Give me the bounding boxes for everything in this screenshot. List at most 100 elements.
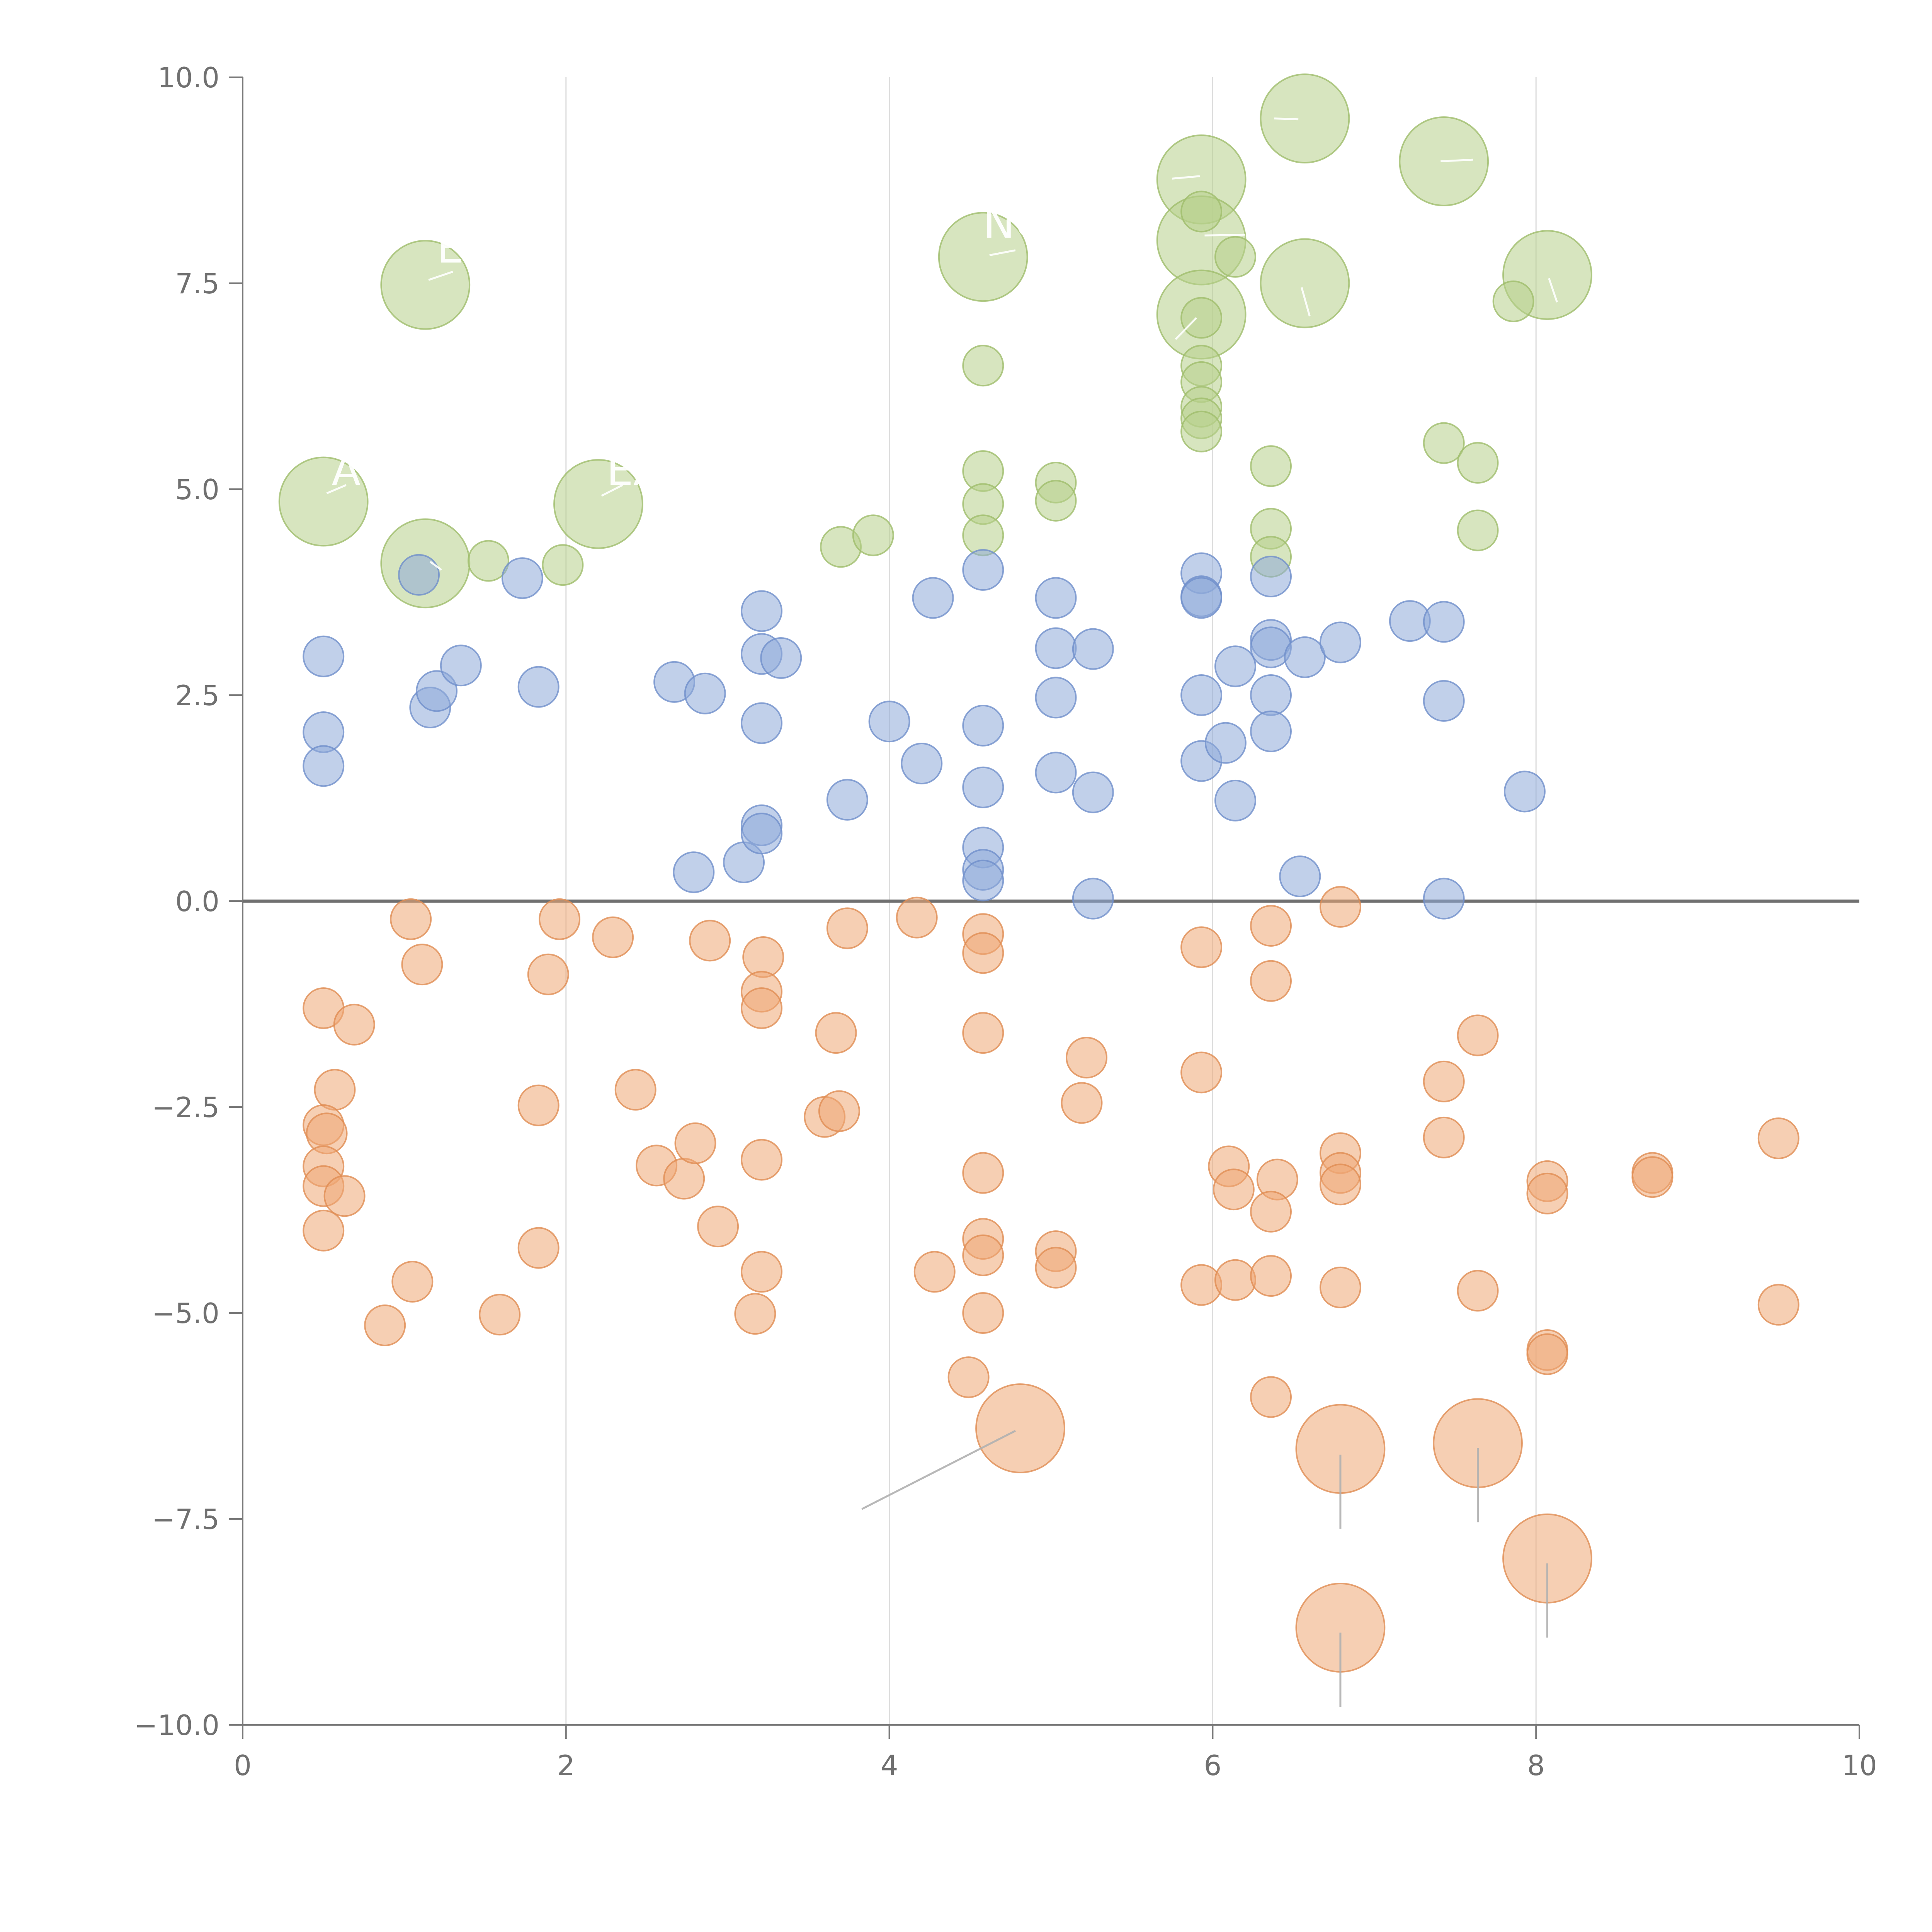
bubble-blue xyxy=(962,766,1004,808)
leader-line-white xyxy=(326,484,347,494)
bubble-blue xyxy=(517,666,560,708)
bubble-blue xyxy=(1423,601,1465,643)
bubble-blue xyxy=(684,672,726,714)
bubble-blue xyxy=(760,637,802,679)
bubble-label: NC xyxy=(983,199,1044,248)
bubble-orange xyxy=(741,987,783,1029)
leader-line-white xyxy=(429,561,442,571)
bubble-blue xyxy=(1204,722,1247,764)
bubble-orange xyxy=(1457,1270,1499,1312)
bubble-green xyxy=(1035,480,1077,522)
bubble-blue xyxy=(440,645,482,687)
bubble-orange xyxy=(826,907,868,949)
leader-line-white xyxy=(989,249,1016,256)
bubble-orange xyxy=(314,1069,356,1111)
bubble-orange xyxy=(1180,1051,1223,1094)
bubble-blue xyxy=(1180,577,1223,619)
bubble-orange xyxy=(333,1003,375,1046)
bubble-orange xyxy=(815,1012,857,1054)
bubble-blue xyxy=(1072,628,1114,670)
bubble-green-large xyxy=(1260,73,1350,164)
bubble-orange xyxy=(592,916,634,958)
x-tick-label: 10 xyxy=(1842,1749,1877,1782)
bubble-orange xyxy=(1250,905,1292,947)
bubble-blue xyxy=(1250,710,1292,752)
bubble-green xyxy=(1423,422,1465,464)
bubble-blue xyxy=(1423,680,1465,722)
bubble-blue xyxy=(303,635,345,677)
bubble-label: A xyxy=(332,446,361,495)
bubble-orange xyxy=(517,1084,560,1126)
bubble-orange xyxy=(614,1069,656,1111)
bubble-orange xyxy=(1250,1376,1292,1418)
bubble-orange xyxy=(947,1356,990,1398)
bubble-blue xyxy=(1503,770,1546,813)
bubble-orange xyxy=(517,1227,560,1269)
bubble-orange xyxy=(741,1139,783,1181)
bubble-blue xyxy=(962,549,1004,591)
bubble-orange xyxy=(364,1304,406,1346)
bubble-orange xyxy=(539,898,581,940)
bubble-orange xyxy=(1526,1333,1568,1375)
bubble-blue xyxy=(1214,779,1256,821)
bubble-blue xyxy=(1035,577,1077,619)
bubble-orange xyxy=(741,1251,783,1293)
leader-line-white xyxy=(1301,287,1311,316)
bubble-blue xyxy=(1035,752,1077,794)
bubble-orange xyxy=(1423,1116,1465,1158)
bubble-green xyxy=(467,540,509,582)
bubble-blue xyxy=(1279,855,1321,898)
leader-line-white xyxy=(1172,175,1200,180)
bubble-orange xyxy=(962,1152,1004,1194)
bubble-orange xyxy=(1526,1172,1568,1214)
bubble-blue xyxy=(398,554,440,596)
bubble-orange xyxy=(1061,1082,1103,1124)
bubble-orange xyxy=(527,953,569,995)
bubble-green xyxy=(852,514,894,556)
bubble-green-large xyxy=(553,459,643,549)
bubble-orange xyxy=(1250,1190,1292,1233)
bubble-blue xyxy=(1180,674,1223,716)
y-tick-label: 10.0 xyxy=(158,61,219,94)
bubble-orange xyxy=(734,1293,776,1335)
bubble-green xyxy=(1180,410,1223,452)
y-tick-label: −10.0 xyxy=(134,1709,219,1742)
bubble-label: E xyxy=(437,223,464,273)
bubble-blue xyxy=(1214,645,1256,687)
bubble-orange xyxy=(1250,1255,1292,1297)
bubble-orange xyxy=(323,1175,366,1217)
y-tick-label: 0.0 xyxy=(175,885,219,918)
leader-line-white xyxy=(428,270,453,281)
bubble-orange xyxy=(303,1209,345,1252)
bubble-green xyxy=(1250,445,1292,487)
bubble-orange xyxy=(391,1260,434,1303)
bubble-orange xyxy=(1631,1156,1673,1198)
bubble-green xyxy=(962,345,1004,387)
bubble-blue xyxy=(741,813,783,855)
bubble-orange xyxy=(913,1251,956,1293)
bubble-green-large xyxy=(1260,238,1350,328)
leader-line-white xyxy=(601,484,623,497)
x-tick-label: 2 xyxy=(557,1749,575,1782)
bubble-orange xyxy=(1066,1037,1108,1079)
bubble-orange xyxy=(1319,1163,1361,1206)
bubble-orange xyxy=(401,944,443,986)
bubble-label: EA xyxy=(606,446,662,495)
bubble-orange xyxy=(1757,1117,1799,1160)
bubble-blue xyxy=(1250,674,1292,716)
bubble-orange xyxy=(697,1206,739,1248)
x-tick-label: 0 xyxy=(234,1749,252,1782)
bubble-orange xyxy=(689,920,731,962)
bubble-orange xyxy=(1213,1168,1255,1211)
bubble-blue xyxy=(741,590,783,632)
bubble-green-large xyxy=(380,240,471,330)
axis-layer: 0 2 4 6 8 10 10.0 7.5 5.0 2.5 0.0 −2.5 −5.0 −7.5 −10.0 xyxy=(134,61,1877,1782)
y-tick-label: −7.5 xyxy=(152,1503,219,1536)
bubble-orange xyxy=(1180,926,1223,968)
bubble-green-large xyxy=(938,212,1028,302)
bubble-blue xyxy=(416,670,458,712)
bubble-orange xyxy=(1319,886,1361,928)
bubble-blue xyxy=(1072,771,1114,813)
leader-line-white xyxy=(1440,158,1473,162)
